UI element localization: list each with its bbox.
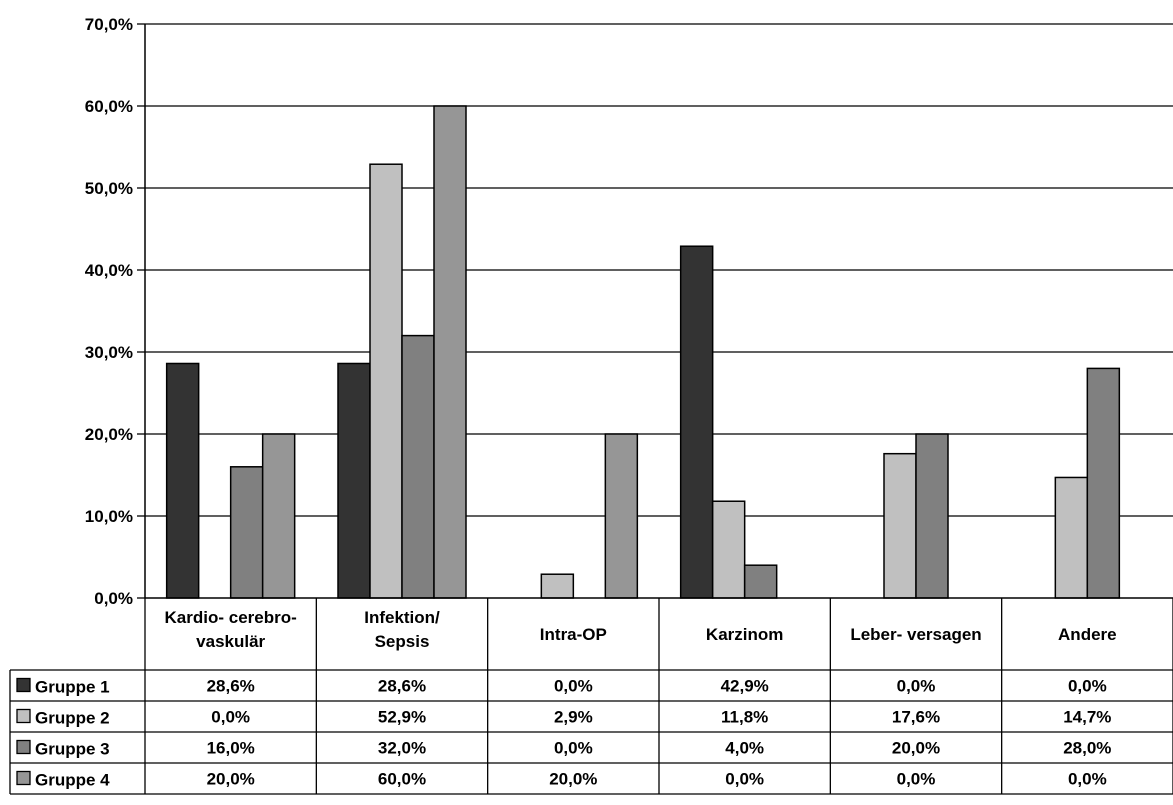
- bars: [165, 105, 1121, 599]
- category-label: Andere: [1058, 625, 1117, 644]
- y-tick-label: 50,0%: [85, 179, 133, 198]
- table-cell-value: 28,0%: [1063, 739, 1111, 758]
- y-tick-label: 10,0%: [85, 507, 133, 526]
- table-cell-value: 28,6%: [378, 677, 426, 696]
- data-table: Kardio- cerebro-vaskulär Infektion/Sepsis…: [9, 597, 1173, 795]
- table-cell-value: 0,0%: [554, 677, 593, 696]
- legend-swatch: [16, 677, 31, 693]
- table-cell-value: 20,0%: [207, 770, 255, 789]
- legend-label: Gruppe 2: [35, 709, 110, 728]
- bar: [1086, 367, 1121, 599]
- category-label: Kardio- cerebro-: [165, 608, 297, 627]
- table-cell-value: 52,9%: [378, 708, 426, 727]
- category-label: vaskulär: [196, 632, 265, 651]
- table-cell-value: 60,0%: [378, 770, 426, 789]
- bar: [229, 466, 264, 599]
- table-cell-value: 2,9%: [554, 708, 593, 727]
- bar: [679, 245, 714, 599]
- table-cell-value: 20,0%: [892, 739, 940, 758]
- bar: [604, 433, 639, 599]
- y-axis: 0,0% 10,0% 20,0% 30,0% 40,0% 50,0% 60,0% 70,0%: [85, 15, 146, 608]
- legend-swatch: [16, 770, 31, 786]
- table-cell-value: 0,0%: [897, 770, 936, 789]
- bar: [261, 433, 296, 599]
- bar: [540, 573, 575, 599]
- y-tick-label: 70,0%: [85, 15, 133, 34]
- table-cell-value: 20,0%: [549, 770, 597, 789]
- table-cell-value: 0,0%: [1068, 770, 1107, 789]
- y-tick-label: 40,0%: [85, 261, 133, 280]
- category-label: Leber- versagen: [850, 625, 981, 644]
- legend-label: Gruppe 1: [35, 678, 110, 697]
- legend-swatch: [16, 739, 31, 755]
- bar: [915, 433, 949, 599]
- table-cell-value: 16,0%: [207, 739, 255, 758]
- y-tick-label: 0,0%: [94, 589, 133, 608]
- table-cell-value: 28,6%: [207, 677, 255, 696]
- table-cell-value: 0,0%: [1068, 677, 1107, 696]
- bar: [401, 334, 435, 599]
- bar: [369, 163, 403, 599]
- category-label: Sepsis: [375, 632, 430, 651]
- category-label: Intra-OP: [540, 625, 607, 644]
- y-tick-label: 30,0%: [85, 343, 133, 362]
- table-cell-value: 17,6%: [892, 708, 940, 727]
- table-cell-value: 4,0%: [725, 739, 764, 758]
- table-cell-value: 42,9%: [721, 677, 769, 696]
- y-tick-label: 20,0%: [85, 425, 133, 444]
- table-cell-value: 0,0%: [897, 677, 936, 696]
- table-cell-value: 14,7%: [1063, 708, 1111, 727]
- gridlines: [145, 23, 1173, 517]
- table-cell-value: 0,0%: [554, 739, 593, 758]
- table-cell-value: 11,8%: [721, 708, 768, 727]
- table-cell-value: 0,0%: [211, 708, 250, 727]
- table-cell-value: 0,0%: [725, 770, 764, 789]
- bar: [337, 362, 371, 599]
- legend-label: Gruppe 4: [35, 771, 110, 790]
- bar: [711, 500, 746, 599]
- bar: [1054, 476, 1089, 599]
- bar: [883, 452, 917, 599]
- category-label: Infektion/: [364, 608, 440, 627]
- bar: [433, 105, 467, 599]
- legend-swatch: [16, 708, 31, 724]
- y-tick-label: 60,0%: [85, 97, 133, 116]
- bar: [165, 362, 200, 599]
- bar: [743, 564, 778, 599]
- table-cell-value: 32,0%: [378, 739, 426, 758]
- category-label: Karzinom: [706, 625, 783, 644]
- legend-label: Gruppe 3: [35, 740, 110, 759]
